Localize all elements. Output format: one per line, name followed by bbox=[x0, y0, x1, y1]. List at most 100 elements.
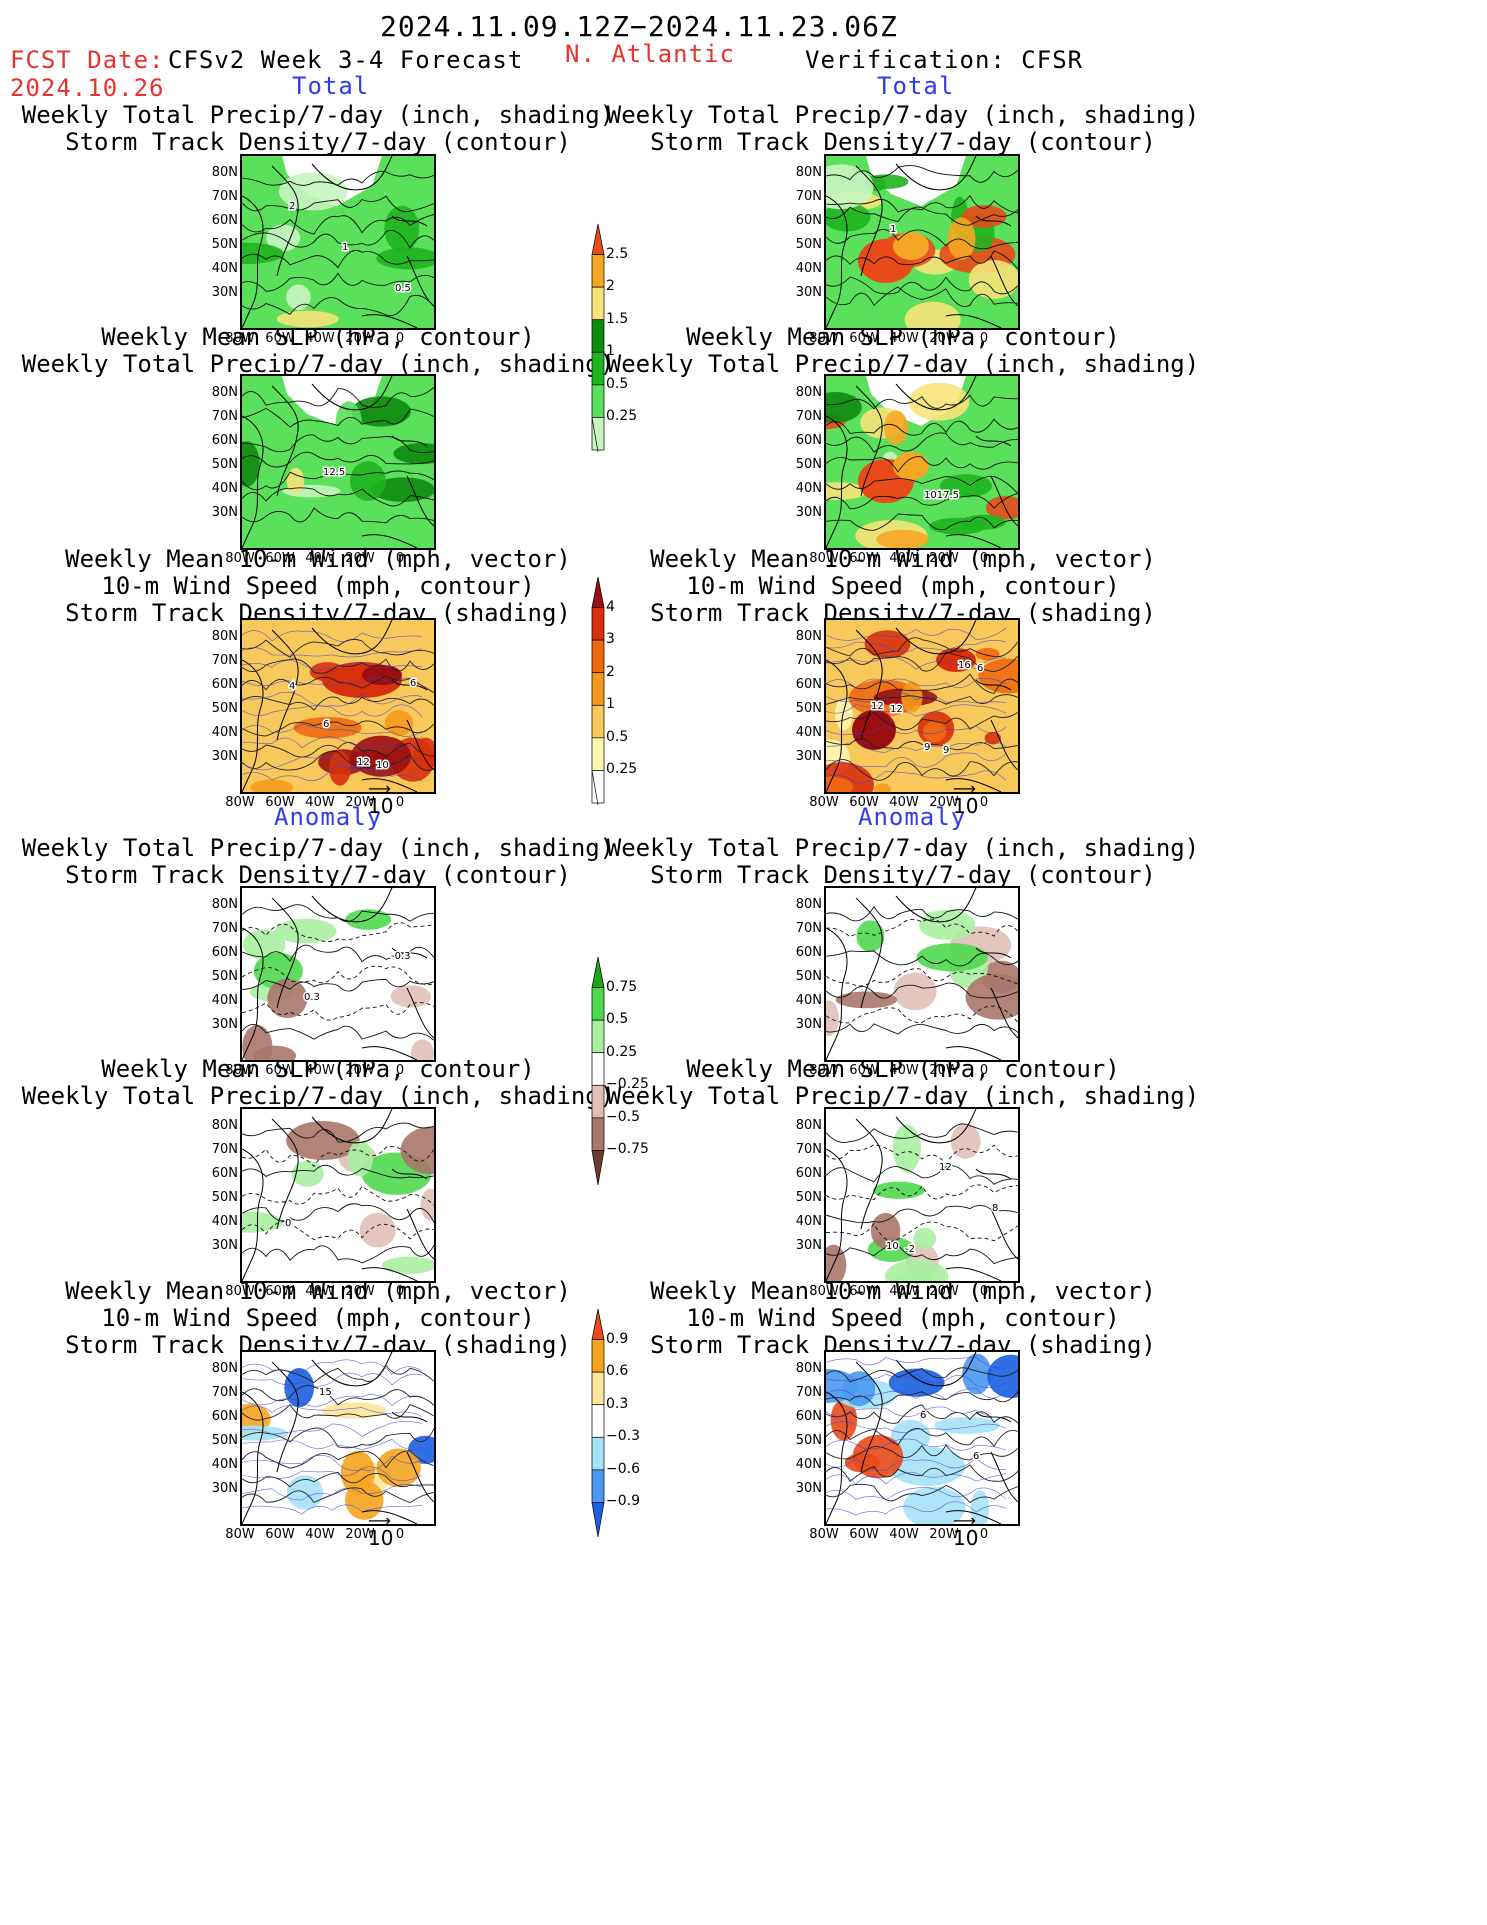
svg-text:12: 12 bbox=[871, 701, 884, 712]
map-ob-anom-precip bbox=[826, 888, 1018, 1060]
period-title: 2024.11.09.12Z−2024.11.23.06Z bbox=[380, 10, 898, 43]
lat-tick: 80N bbox=[211, 1361, 238, 1376]
lat-tick: 40N bbox=[795, 1214, 822, 1229]
lat-tick: 70N bbox=[795, 1385, 822, 1400]
map-panel-ob-total-slp: 1017.5 bbox=[824, 374, 1020, 550]
map-panel-fc-anom-precip: -0.3 0.3 bbox=[240, 886, 436, 1062]
lat-tick: 70N bbox=[795, 409, 822, 424]
lat-tick: 60N bbox=[211, 677, 238, 692]
lon-tick: 0 bbox=[395, 331, 405, 346]
svg-text:12: 12 bbox=[890, 704, 903, 715]
contour-label: 12 bbox=[870, 700, 886, 714]
lon-tick: 20W bbox=[929, 1527, 959, 1542]
lon-tick: 40W bbox=[305, 1284, 335, 1299]
lon-tick: 60W bbox=[849, 551, 879, 566]
colorbar-tick: 0.25 bbox=[606, 761, 638, 778]
lat-tick: 50N bbox=[211, 237, 238, 252]
contour-label: 12.5 bbox=[322, 466, 347, 480]
lon-tick: 20W bbox=[345, 1527, 375, 1542]
lon-tick: 80W bbox=[225, 1527, 255, 1542]
lon-tick: 60W bbox=[849, 1284, 879, 1299]
lat-tick: 40N bbox=[211, 1214, 238, 1229]
lat-tick: 60N bbox=[795, 1409, 822, 1424]
lat-tick: 40N bbox=[211, 481, 238, 496]
colorbar-tick: 1 bbox=[606, 343, 615, 360]
lon-tick: 0 bbox=[979, 1063, 989, 1078]
lon-tick: 80W bbox=[809, 331, 839, 346]
colorbar-swatch bbox=[591, 384, 605, 418]
lat-tick: 40N bbox=[211, 993, 238, 1008]
lon-tick: 60W bbox=[849, 1063, 879, 1078]
lon-tick: 20W bbox=[345, 551, 375, 566]
colorbar-swatch bbox=[591, 1371, 605, 1406]
lon-tick: 40W bbox=[305, 331, 335, 346]
verification-title: Verification: CFSR bbox=[805, 46, 1084, 74]
contour-label: 9 bbox=[923, 741, 932, 755]
map-ob-anom-wind: 66 bbox=[826, 1352, 1018, 1524]
map-fc-anom-wind: 15 bbox=[242, 1352, 434, 1524]
colorbar-swatch bbox=[591, 737, 605, 771]
section-anomaly-right: Anomaly bbox=[858, 803, 967, 831]
colorbar-tick: −0.75 bbox=[606, 1141, 649, 1158]
lat-tick: 70N bbox=[211, 1385, 238, 1400]
svg-text:9: 9 bbox=[943, 745, 949, 756]
lon-tick: 80W bbox=[225, 331, 255, 346]
lon-tick: 20W bbox=[929, 1284, 959, 1299]
lat-tick: 80N bbox=[211, 165, 238, 180]
colorbar-swatch bbox=[591, 704, 605, 739]
colorbar-tick: 1 bbox=[606, 696, 615, 713]
lat-tick: 40N bbox=[211, 725, 238, 740]
lat-tick: 80N bbox=[211, 1118, 238, 1133]
colorbar-swatch bbox=[591, 1308, 605, 1340]
vector-ref-ob-anom: ⟶ 10 bbox=[953, 1511, 979, 1551]
map-fc-total-wind: 12 6 6 10 4 bbox=[242, 620, 434, 792]
lat-tick: 60N bbox=[211, 1409, 238, 1424]
lat-tick: 30N bbox=[211, 1238, 238, 1253]
lon-tick: 80W bbox=[809, 795, 839, 810]
colorbar-tick: 0.75 bbox=[606, 978, 638, 995]
lat-tick: 80N bbox=[795, 1118, 822, 1133]
lat-tick: 30N bbox=[795, 505, 822, 520]
svg-text:6: 6 bbox=[323, 719, 329, 730]
colorbar-swatch bbox=[591, 286, 605, 321]
lat-tick: 40N bbox=[795, 261, 822, 276]
colorbar-swatch bbox=[591, 223, 605, 255]
vector-ref-fc-anom: ⟶ 10 bbox=[368, 1511, 394, 1551]
lat-tick: 60N bbox=[795, 677, 822, 692]
map-panel-fc-anom-slp: 0 bbox=[240, 1107, 436, 1283]
title-fc-total-wind: Weekly Mean 10-m Wind (mph, vector) 10-m … bbox=[65, 545, 571, 627]
lat-tick: 70N bbox=[795, 1142, 822, 1157]
lat-tick: 80N bbox=[211, 629, 238, 644]
contour-label: -2 bbox=[904, 1243, 917, 1257]
colorbar-swatch bbox=[591, 770, 605, 804]
contour-label: 12 bbox=[938, 1161, 954, 1175]
map-fc-total-precip: 210.5 bbox=[242, 156, 434, 328]
lat-tick: 50N bbox=[795, 1190, 822, 1205]
lat-tick: 30N bbox=[211, 285, 238, 300]
colorbar-tick: −0.3 bbox=[606, 1428, 640, 1445]
lat-tick: 30N bbox=[211, 749, 238, 764]
lat-tick: 50N bbox=[795, 457, 822, 472]
section-anomaly-left: Anomaly bbox=[274, 803, 383, 831]
lon-tick: 80W bbox=[809, 551, 839, 566]
lat-tick: 60N bbox=[211, 433, 238, 448]
contour-label: 8 bbox=[991, 1202, 1000, 1216]
svg-text:1: 1 bbox=[890, 224, 896, 235]
lon-tick: 0 bbox=[979, 795, 989, 810]
lat-tick: 80N bbox=[795, 165, 822, 180]
lat-tick: 30N bbox=[795, 749, 822, 764]
lon-tick: 20W bbox=[929, 795, 959, 810]
lat-tick: 30N bbox=[795, 1017, 822, 1032]
lat-tick: 50N bbox=[795, 237, 822, 252]
lat-tick: 60N bbox=[795, 945, 822, 960]
svg-text:1: 1 bbox=[342, 242, 348, 253]
colorbar-tick: −0.5 bbox=[606, 1108, 640, 1125]
lon-tick: 20W bbox=[929, 551, 959, 566]
lat-tick: 80N bbox=[795, 629, 822, 644]
contour-label: 15 bbox=[318, 1386, 334, 1400]
lon-tick: 0 bbox=[395, 1063, 405, 1078]
lon-tick: 40W bbox=[305, 551, 335, 566]
lat-tick: 60N bbox=[795, 1166, 822, 1181]
lon-tick: 60W bbox=[265, 1527, 295, 1542]
fcst-date-label: FCST Date: bbox=[10, 46, 165, 74]
